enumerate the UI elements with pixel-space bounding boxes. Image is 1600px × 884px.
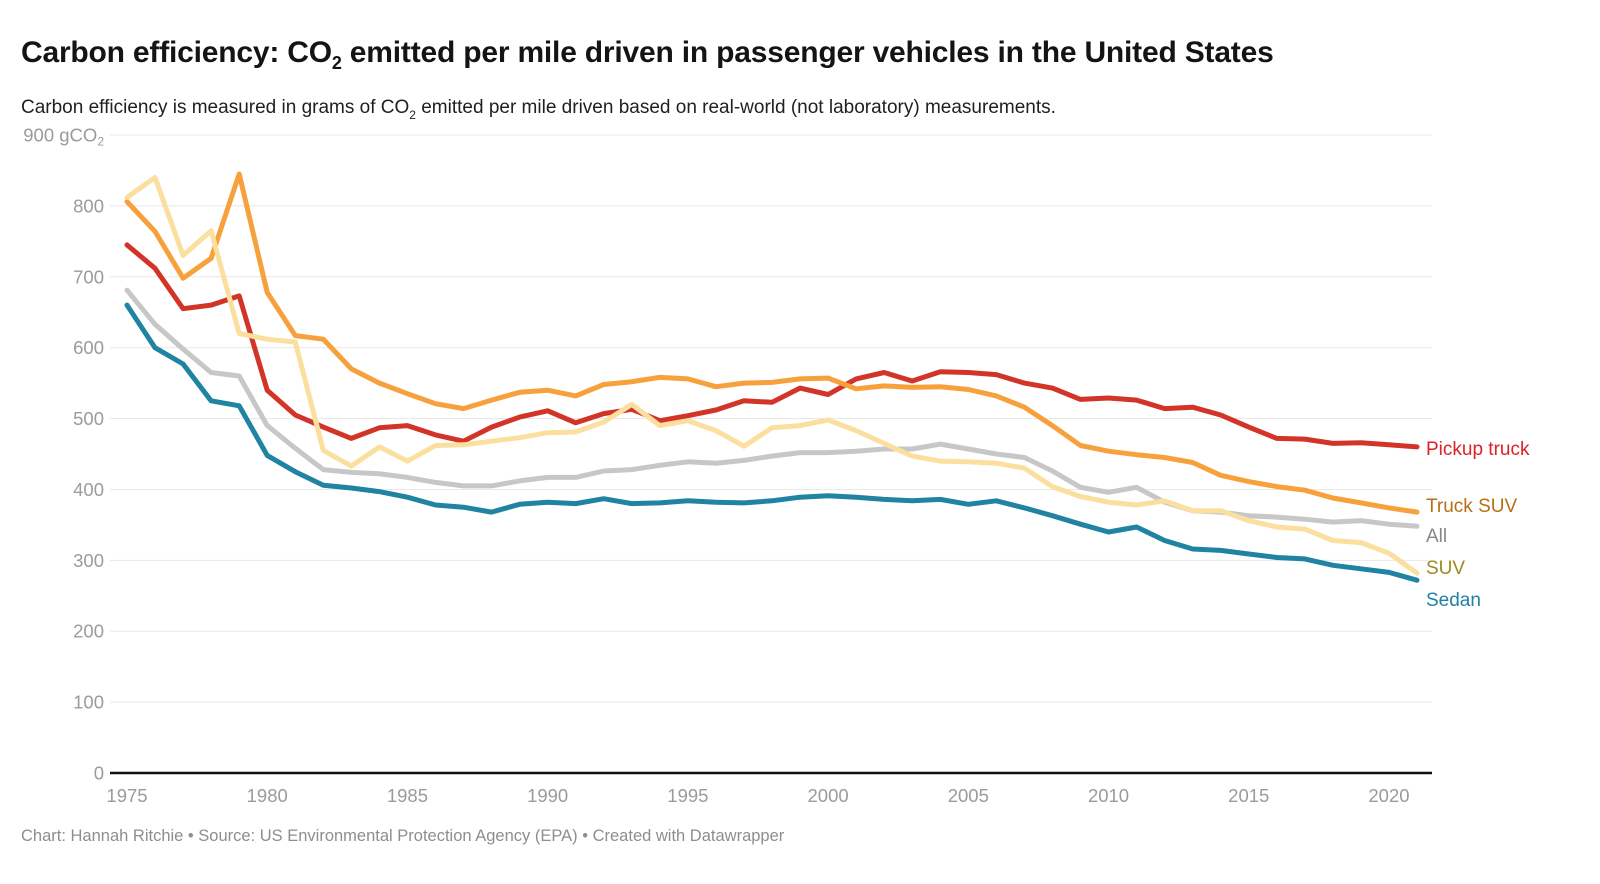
y-tick-label-0: 0 <box>94 763 104 784</box>
series-line-all[interactable] <box>124 287 1420 529</box>
x-tick-label-2000: 2000 <box>808 785 849 806</box>
title-subscript-2: 2 <box>331 53 342 74</box>
y-tick-label-500: 500 <box>73 408 104 429</box>
series-line-truck-suv[interactable] <box>124 171 1420 515</box>
title-text-rest: emitted per mile driven in passenger veh… <box>341 36 1274 70</box>
series-label-all: All <box>1426 526 1448 547</box>
x-tick-label-2015: 2015 <box>1228 785 1269 806</box>
x-tick-label-2020: 2020 <box>1368 785 1409 806</box>
series-label-sedan: Sedan <box>1426 590 1481 611</box>
series-label-suv: SUV <box>1426 558 1466 579</box>
y-tick-label-200: 200 <box>73 621 104 642</box>
subtitle-text: Carbon efficiency is measured in grams o… <box>21 97 410 118</box>
x-tick-label-1985: 1985 <box>387 785 428 806</box>
y-tick-label-600: 600 <box>73 337 104 358</box>
y-tick-label-400: 400 <box>73 479 104 500</box>
y-tick-label-700: 700 <box>73 266 104 287</box>
x-tick-label-1990: 1990 <box>527 785 568 806</box>
x-tick-label-1975: 1975 <box>106 785 147 806</box>
x-tick-label-2010: 2010 <box>1088 785 1129 806</box>
y-tick-label-300: 300 <box>73 550 104 571</box>
y-tick-label-100: 100 <box>73 692 104 713</box>
chart-subtitle: Carbon efficiency is measured in grams o… <box>21 97 1056 122</box>
x-tick-label-1980: 1980 <box>247 785 288 806</box>
chart-title: Carbon efficiency: CO2 emitted per mile … <box>21 36 1274 74</box>
series-label-truck-suv: Truck SUV <box>1426 496 1518 517</box>
subtitle-text-rest: emitted per mile driven based on real-wo… <box>415 97 1056 118</box>
y-tick-label-900: 900 gCO2 <box>23 125 104 149</box>
chart-footer-attribution: Chart: Hannah Ritchie • Source: US Envir… <box>21 827 785 845</box>
x-tick-label-2005: 2005 <box>948 785 989 806</box>
series-line-suv[interactable] <box>124 175 1420 576</box>
series-label-pickup-truck: Pickup truck <box>1426 439 1530 460</box>
subtitle-subscript-2: 2 <box>409 108 416 122</box>
x-tick-label-1995: 1995 <box>667 785 708 806</box>
series-line-sedan[interactable] <box>124 302 1420 583</box>
y-tick-label-800: 800 <box>73 195 104 216</box>
title-text: Carbon efficiency: CO <box>21 36 332 70</box>
series-line-pickup-truck[interactable] <box>124 242 1420 450</box>
